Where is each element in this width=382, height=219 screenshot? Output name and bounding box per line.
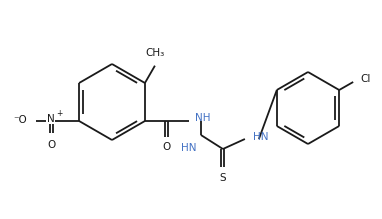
Text: N: N xyxy=(47,114,55,124)
Text: HN: HN xyxy=(181,143,197,153)
Text: NH: NH xyxy=(195,113,210,123)
Text: HN: HN xyxy=(253,132,269,142)
Text: O: O xyxy=(47,140,55,150)
Text: O: O xyxy=(163,142,171,152)
Text: ⁻O: ⁻O xyxy=(13,115,27,125)
Text: Cl: Cl xyxy=(360,74,371,84)
Text: CH₃: CH₃ xyxy=(145,48,165,58)
Text: +: + xyxy=(56,110,63,118)
Text: S: S xyxy=(220,173,226,183)
